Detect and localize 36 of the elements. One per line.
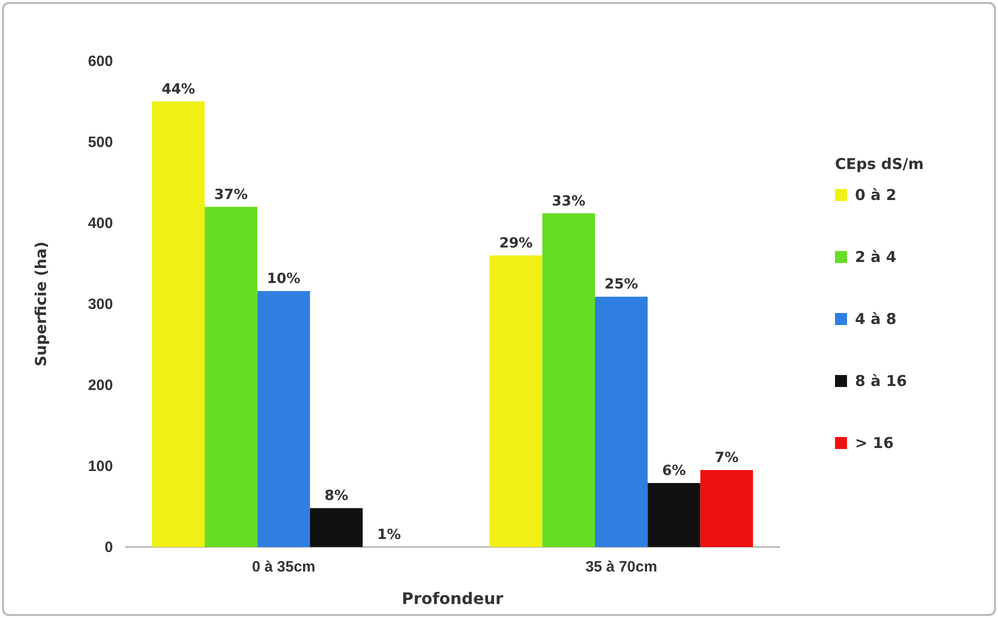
bar	[542, 213, 595, 547]
y-tick-label: 300	[88, 296, 113, 313]
annotation: 33%	[552, 193, 586, 210]
x-tick-label: 35 à 70cm	[585, 558, 658, 576]
annotation: 44%	[162, 82, 196, 98]
bar	[594, 296, 648, 547]
annotation: 6%	[662, 463, 686, 480]
x-axis-title: Profondeur	[402, 589, 504, 608]
legend-label: 0 à 2	[855, 186, 896, 204]
annotation: 37%	[214, 186, 248, 203]
y-tick-label: 200	[88, 376, 113, 394]
legend-label: > 16	[855, 434, 894, 452]
annotation: 7%	[714, 450, 739, 466]
annotation: 25%	[604, 276, 638, 293]
x-tick-label: 0 à 35cm	[252, 558, 316, 576]
bar	[648, 483, 700, 547]
bar	[204, 206, 258, 547]
annotation: 29%	[499, 235, 533, 252]
bar	[700, 470, 753, 547]
y-tick-label: 400	[88, 214, 113, 232]
annotation: 8%	[324, 488, 348, 504]
y-tick-label: 600	[88, 52, 113, 70]
legend-label: 2 à 4	[855, 248, 896, 266]
annotation: 10%	[266, 271, 300, 288]
bar	[152, 102, 205, 547]
y-tick-label: 100	[88, 458, 113, 475]
bar	[490, 255, 542, 547]
legend-label: 4 à 8	[855, 310, 896, 328]
legend-title: CEps dS/m	[835, 155, 924, 173]
bar	[257, 291, 310, 547]
y-tick-label: 500	[88, 134, 113, 151]
annotation: 1%	[377, 527, 401, 543]
legend-label: 8 à 16	[855, 372, 907, 390]
y-axis-title: Superficie (ha)	[32, 242, 50, 366]
y-tick-label: 0	[104, 538, 113, 556]
bar	[310, 508, 363, 547]
